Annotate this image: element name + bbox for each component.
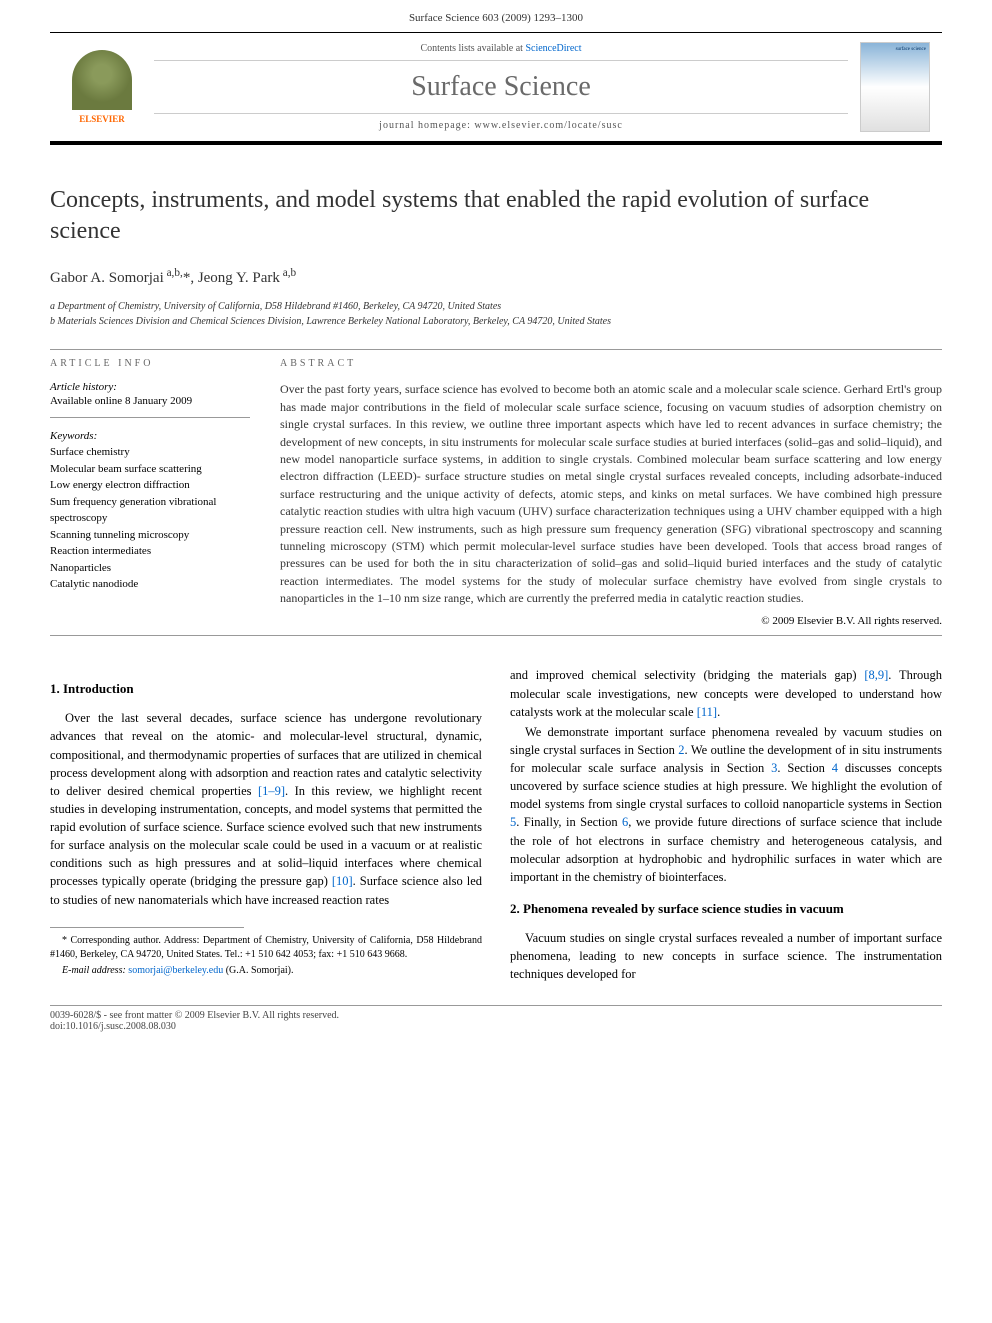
homepage-prefix: journal homepage: <box>379 120 474 131</box>
section-link[interactable]: 5 <box>510 815 516 829</box>
body-two-column: 1. Introduction Over the last several de… <box>50 666 942 985</box>
intro-paragraph-1: Over the last several decades, surface s… <box>50 709 482 908</box>
section-2-paragraph-1: Vacuum studies on single crystal surface… <box>510 929 942 983</box>
publisher-logo[interactable]: ELSEVIER <box>62 42 142 132</box>
keyword: Surface chemistry <box>50 444 250 461</box>
abstract-copyright: © 2009 Elsevier B.V. All rights reserved… <box>280 615 942 627</box>
email-footnote: E-mail address: somorjai@berkeley.edu (G… <box>50 964 482 978</box>
section-link[interactable]: 3 <box>771 761 777 775</box>
section-1-heading: 1. Introduction <box>50 680 482 699</box>
citation-text: Surface Science 603 (2009) 1293–1300 <box>409 12 583 24</box>
author-email-link[interactable]: somorjai@berkeley.edu <box>128 965 223 976</box>
section-link[interactable]: 6 <box>622 815 628 829</box>
page-footer: 0039-6028/$ - see front matter © 2009 El… <box>50 1005 942 1032</box>
ref-link[interactable]: [11] <box>697 705 717 719</box>
keyword: Scanning tunneling microscopy <box>50 527 250 544</box>
journal-cover-thumbnail[interactable] <box>860 42 930 132</box>
article-info-heading: ARTICLE INFO <box>50 358 250 369</box>
affiliations: a Department of Chemistry, University of… <box>50 299 942 329</box>
abstract-column: ABSTRACT Over the past forty years, surf… <box>280 358 942 627</box>
section-link[interactable]: 2 <box>678 743 684 757</box>
ref-link[interactable]: [10] <box>332 874 353 888</box>
keyword: Nanoparticles <box>50 560 250 577</box>
footnote-divider <box>50 927 244 928</box>
left-column: 1. Introduction Over the last several de… <box>50 666 482 985</box>
history-label: Article history: <box>50 381 250 393</box>
keyword: Catalytic nanodiode <box>50 576 250 593</box>
section-2-heading: 2. Phenomena revealed by surface science… <box>510 900 942 919</box>
intro-paragraph-2b: We demonstrate important surface phenome… <box>510 723 942 886</box>
homepage-url: www.elsevier.com/locate/susc <box>474 120 622 131</box>
right-column: and improved chemical selectivity (bridg… <box>510 666 942 985</box>
journal-homepage: journal homepage: www.elsevier.com/locat… <box>154 113 848 131</box>
keyword: Molecular beam surface scattering <box>50 461 250 478</box>
affiliation-b: b Materials Sciences Division and Chemic… <box>50 314 942 329</box>
contents-prefix: Contents lists available at <box>420 43 525 54</box>
article-info-column: ARTICLE INFO Article history: Available … <box>50 358 250 627</box>
divider <box>50 635 942 636</box>
ref-link[interactable]: [1–9] <box>258 784 285 798</box>
keyword: Reaction intermediates <box>50 543 250 560</box>
corresponding-author-footnote: * Corresponding author. Address: Departm… <box>50 934 482 962</box>
ref-link[interactable]: [8,9] <box>864 668 888 682</box>
affiliation-a: a Department of Chemistry, University of… <box>50 299 942 314</box>
keyword: Sum frequency generation vibrational spe… <box>50 494 250 527</box>
intro-paragraph-2a: and improved chemical selectivity (bridg… <box>510 666 942 720</box>
footer-doi: doi:10.1016/j.susc.2008.08.030 <box>50 1021 942 1032</box>
email-suffix: (G.A. Somorjai). <box>223 965 293 976</box>
abstract-text: Over the past forty years, surface scien… <box>280 381 942 607</box>
author-list: Gabor A. Somorjai a,b,*, Jeong Y. Park a… <box>50 267 942 287</box>
info-abstract-row: ARTICLE INFO Article history: Available … <box>50 358 942 627</box>
email-label: E-mail address: <box>62 965 128 976</box>
elsevier-tree-icon <box>72 50 132 110</box>
history-text: Available online 8 January 2009 <box>50 395 250 418</box>
running-header: Surface Science 603 (2009) 1293–1300 <box>0 0 992 32</box>
journal-masthead: ELSEVIER Contents lists available at Sci… <box>50 32 942 145</box>
keywords-label: Keywords: <box>50 430 250 442</box>
section-link[interactable]: 4 <box>832 761 838 775</box>
abstract-heading: ABSTRACT <box>280 358 942 369</box>
keywords-list: Surface chemistry Molecular beam surface… <box>50 444 250 593</box>
footer-copyright: 0039-6028/$ - see front matter © 2009 El… <box>50 1010 942 1021</box>
publisher-name: ELSEVIER <box>79 114 125 124</box>
masthead-center: Contents lists available at ScienceDirec… <box>154 33 848 141</box>
journal-title: Surface Science <box>154 71 848 103</box>
sciencedirect-link[interactable]: ScienceDirect <box>525 43 581 54</box>
article-title: Concepts, instruments, and model systems… <box>50 185 942 247</box>
keyword: Low energy electron diffraction <box>50 477 250 494</box>
divider <box>50 349 942 350</box>
contents-available: Contents lists available at ScienceDirec… <box>154 43 848 61</box>
